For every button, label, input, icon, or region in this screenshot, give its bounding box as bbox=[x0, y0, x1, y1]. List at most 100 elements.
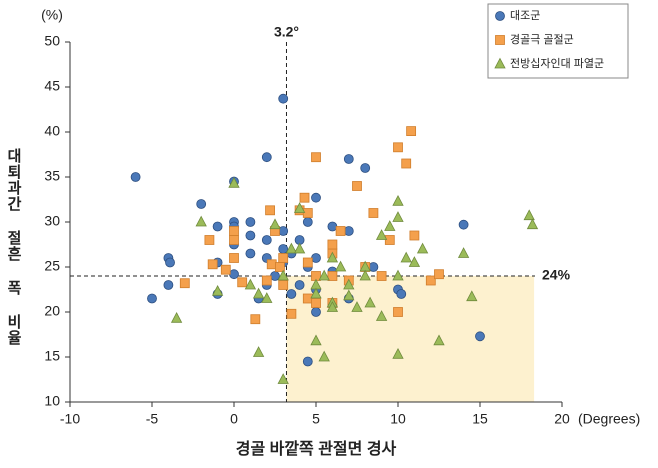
legend-label: 대조군 bbox=[510, 9, 540, 22]
legend-marker bbox=[495, 35, 505, 45]
y-tick-label: 45 bbox=[44, 78, 60, 94]
point bbox=[261, 275, 272, 286]
y-tick-label: 25 bbox=[44, 258, 60, 274]
point bbox=[326, 251, 339, 263]
legend-box bbox=[487, 3, 629, 79]
point bbox=[286, 289, 297, 299]
point bbox=[293, 242, 306, 254]
point bbox=[334, 260, 347, 272]
point bbox=[278, 226, 289, 236]
point bbox=[212, 221, 223, 232]
x-axis-label: 경골 바깥쪽 관절면 경사 bbox=[236, 439, 397, 458]
point bbox=[401, 158, 412, 169]
point bbox=[310, 334, 322, 346]
y-tick-label: 30 bbox=[44, 213, 60, 229]
y-axis-unit: (%) bbox=[41, 7, 63, 23]
point bbox=[229, 253, 239, 263]
point bbox=[351, 301, 363, 312]
y-tick-label: 10 bbox=[44, 393, 60, 409]
point bbox=[425, 275, 436, 286]
point bbox=[237, 277, 248, 288]
shaded-region bbox=[286, 276, 535, 402]
x-tick-label: 15 bbox=[472, 411, 488, 427]
point bbox=[318, 350, 330, 362]
point bbox=[392, 269, 404, 281]
x-tick-label: -10 bbox=[60, 411, 80, 427]
point bbox=[368, 208, 379, 218]
point bbox=[327, 221, 338, 232]
point bbox=[311, 152, 321, 163]
point bbox=[278, 93, 289, 104]
point bbox=[302, 217, 313, 227]
reference-label: 24% bbox=[542, 267, 571, 283]
point bbox=[327, 239, 338, 250]
point bbox=[406, 126, 417, 136]
point bbox=[302, 356, 313, 367]
point bbox=[245, 248, 256, 259]
point bbox=[318, 269, 330, 281]
point bbox=[326, 301, 339, 312]
point bbox=[163, 280, 174, 290]
point bbox=[286, 308, 297, 319]
x-tick-label: 20 bbox=[554, 411, 570, 427]
point bbox=[277, 269, 289, 281]
point bbox=[408, 256, 421, 267]
point bbox=[343, 289, 355, 301]
legend-marker bbox=[494, 57, 506, 69]
y-tick-label: 20 bbox=[44, 303, 60, 319]
point bbox=[229, 269, 239, 280]
point bbox=[360, 163, 371, 173]
point bbox=[293, 202, 306, 213]
point bbox=[252, 287, 265, 299]
point bbox=[434, 269, 444, 280]
point bbox=[409, 230, 420, 241]
point bbox=[294, 280, 305, 290]
point bbox=[269, 218, 281, 230]
point bbox=[376, 271, 387, 281]
point bbox=[393, 142, 403, 153]
point bbox=[523, 209, 535, 221]
point bbox=[384, 220, 396, 231]
point bbox=[526, 218, 539, 230]
point bbox=[475, 331, 485, 342]
point bbox=[220, 264, 231, 275]
legend-label: 경골극 골절군 bbox=[510, 33, 574, 46]
point bbox=[250, 314, 261, 325]
point bbox=[302, 293, 313, 304]
point bbox=[375, 229, 388, 240]
point bbox=[310, 287, 322, 299]
point bbox=[278, 280, 289, 290]
point bbox=[384, 235, 395, 245]
point bbox=[261, 235, 272, 245]
y-axis-label: 대퇴과간 절흔 폭 비율 bbox=[5, 148, 22, 346]
point bbox=[207, 259, 218, 270]
point bbox=[400, 251, 412, 263]
point bbox=[311, 253, 321, 263]
point bbox=[393, 307, 403, 317]
point bbox=[392, 347, 404, 359]
point bbox=[311, 192, 321, 203]
legend-marker bbox=[495, 11, 505, 21]
point bbox=[352, 181, 362, 191]
point bbox=[278, 253, 289, 263]
point bbox=[244, 278, 257, 290]
point bbox=[252, 346, 265, 357]
point bbox=[433, 334, 445, 346]
point bbox=[261, 152, 272, 163]
point bbox=[364, 296, 376, 308]
point bbox=[245, 230, 256, 241]
point bbox=[343, 278, 355, 290]
point bbox=[359, 269, 371, 281]
point bbox=[343, 226, 354, 236]
point bbox=[228, 176, 240, 188]
point bbox=[392, 211, 404, 222]
point bbox=[195, 215, 207, 227]
point bbox=[165, 257, 175, 268]
point bbox=[466, 290, 478, 302]
point bbox=[327, 271, 338, 281]
point bbox=[170, 311, 183, 323]
x-tick-label: 0 bbox=[230, 411, 238, 427]
point bbox=[278, 244, 289, 254]
y-tick-label: 35 bbox=[44, 168, 60, 184]
